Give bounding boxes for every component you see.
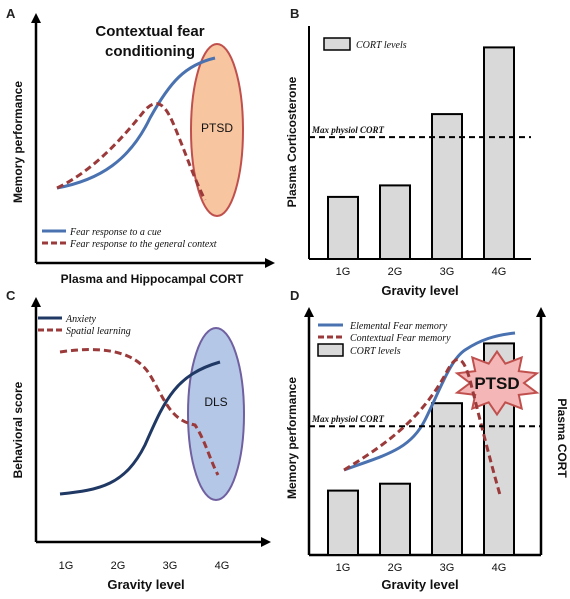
panel-d-ylabel-right: Plasma CORT [555,398,569,478]
tick-label-3G: 3G [163,560,178,572]
panel-c-tick-labels: 1G 2G 3G 4G [59,560,230,572]
panel-c-letter: C [6,288,16,303]
panel-d-legend-elemental: Elemental Fear memory [349,321,448,332]
panel-d-legend-cort: CORT levels [350,346,401,357]
panel-b-legend-label: CORT levels [356,40,407,51]
panel-a-context-curve [56,102,207,201]
panel-c-anxiety-curve [59,360,221,496]
panel-a-ylabel: Memory performance [11,81,25,203]
panel-d-letter: D [290,288,299,303]
bar-3G [431,113,463,260]
tick-label-4G: 4G [492,562,507,574]
panel-c-spatial-curve [59,348,220,476]
panel-b-tick-labels: 1G 2G 3G 4G [336,266,507,278]
tick-label-4G: 4G [215,560,230,572]
panel-a-cue-curve [56,56,216,190]
panel-a-title-line-1: Contextual fear [95,23,204,40]
panel-a-ptsd-ellipse [190,43,244,217]
panel-d-xlabel: Gravity level [381,577,458,592]
panel-b-xlabel: Gravity level [381,283,458,298]
panel-d-legend-contextual: Contextual Fear memory [350,333,451,344]
panel-c-ylabel: Behavioral score [11,381,25,478]
panel-d: D 1G 2G 3G 4G PTSD Max physiol CORT Element… [285,288,569,592]
panel-b-letter: B [290,6,299,21]
panel-b-reference-label: Max physiol CORT [311,125,385,135]
panel-d-tick-labels: 1G 2G 3G 4G [336,562,507,574]
panel-c-legend-spatial: Spatial learning [66,326,131,337]
panel-b-ylabel: Plasma Corticosterone [285,76,299,207]
tick-label-4G: 4G [492,266,507,278]
tick-label-3G: 3G [440,266,455,278]
bar-2G [379,184,411,260]
panel-c-ellipse-label: DLS [204,395,227,409]
panel-d-contextual-curve [343,358,502,496]
panel-d-reference-label: Max physiol CORT [311,414,385,424]
panel-c-legend-anxiety: Anxiety [65,314,97,325]
panel-a-ellipse-label: PTSD [201,121,233,135]
panel-b-legend-swatch [323,37,351,51]
panel-c-dls-ellipse [187,327,245,501]
panel-d-ptsd-star [454,349,540,417]
panel-a-letter: A [6,6,16,21]
panel-a-title-line-2: conditioning [105,43,195,60]
tick-label-2G: 2G [111,560,126,572]
panel-b-bars [327,46,515,261]
bar-1G [327,195,359,260]
panel-d-ylabel: Memory performance [285,377,299,499]
tick-label-1G: 1G [336,562,351,574]
panel-d-elemental-curve [343,331,516,472]
panel-d-legend-cort-swatch [317,343,344,357]
panel-c: C Anxiety Spatial learning DLS 1G 2G 3G 4G … [6,288,271,592]
bar-3G [431,402,463,557]
panel-b: B CORT levels 1G 2G 3G 4G Max physiol CORT … [285,6,531,298]
panel-d-star-label: PTSD [474,374,519,393]
panel-a-xlabel: Plasma and Hippocampal CORT [61,272,244,286]
tick-label-2G: 2G [388,266,403,278]
bar-1G [327,489,359,557]
panel-a: A Contextual fear conditioning PTSD Memo… [6,6,275,286]
tick-label-2G: 2G [388,562,403,574]
bar-2G [379,482,411,557]
panel-c-xlabel: Gravity level [107,577,184,592]
panel-a-legend-context: Fear response to the general context [69,239,217,250]
bar-4G [483,46,515,261]
panel-a-legend-cue: Fear response to a cue [69,227,162,238]
tick-label-1G: 1G [59,560,74,572]
tick-label-1G: 1G [336,266,351,278]
tick-label-3G: 3G [440,562,455,574]
